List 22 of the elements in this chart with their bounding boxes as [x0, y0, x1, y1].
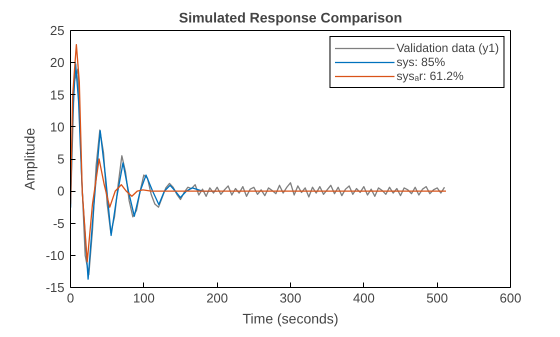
x-tick-label: 200	[206, 290, 228, 306]
x-tick-label: 100	[132, 290, 155, 306]
x-tick-label: 400	[352, 290, 375, 306]
chart-title: Simulated Response Comparison	[178, 10, 402, 26]
y-tick-label: -10	[46, 248, 65, 263]
y-tick-label: 25	[50, 23, 65, 38]
y-tick-label: 10	[50, 119, 65, 134]
y-tick-label: 0	[57, 184, 65, 199]
y-tick-label: 20	[50, 55, 65, 70]
legend-label: sysₐr: 61.2%	[396, 69, 464, 83]
x-tick-label: 500	[426, 290, 448, 306]
legend-label: sys: 85%	[396, 55, 446, 69]
legend-label: Validation data (y1)	[396, 41, 499, 55]
x-tick-label: 300	[280, 290, 302, 306]
y-axis-title: Amplitude	[22, 128, 38, 190]
y-tick-label: -15	[46, 280, 65, 295]
y-tick-label: 5	[57, 152, 65, 166]
x-axis-title: Time (seconds)	[242, 310, 338, 326]
y-tick-label: -5	[52, 216, 65, 231]
x-tick-label: 600	[500, 290, 522, 306]
y-tick-label: 15	[50, 87, 65, 102]
x-tick-label: 0	[66, 290, 74, 306]
